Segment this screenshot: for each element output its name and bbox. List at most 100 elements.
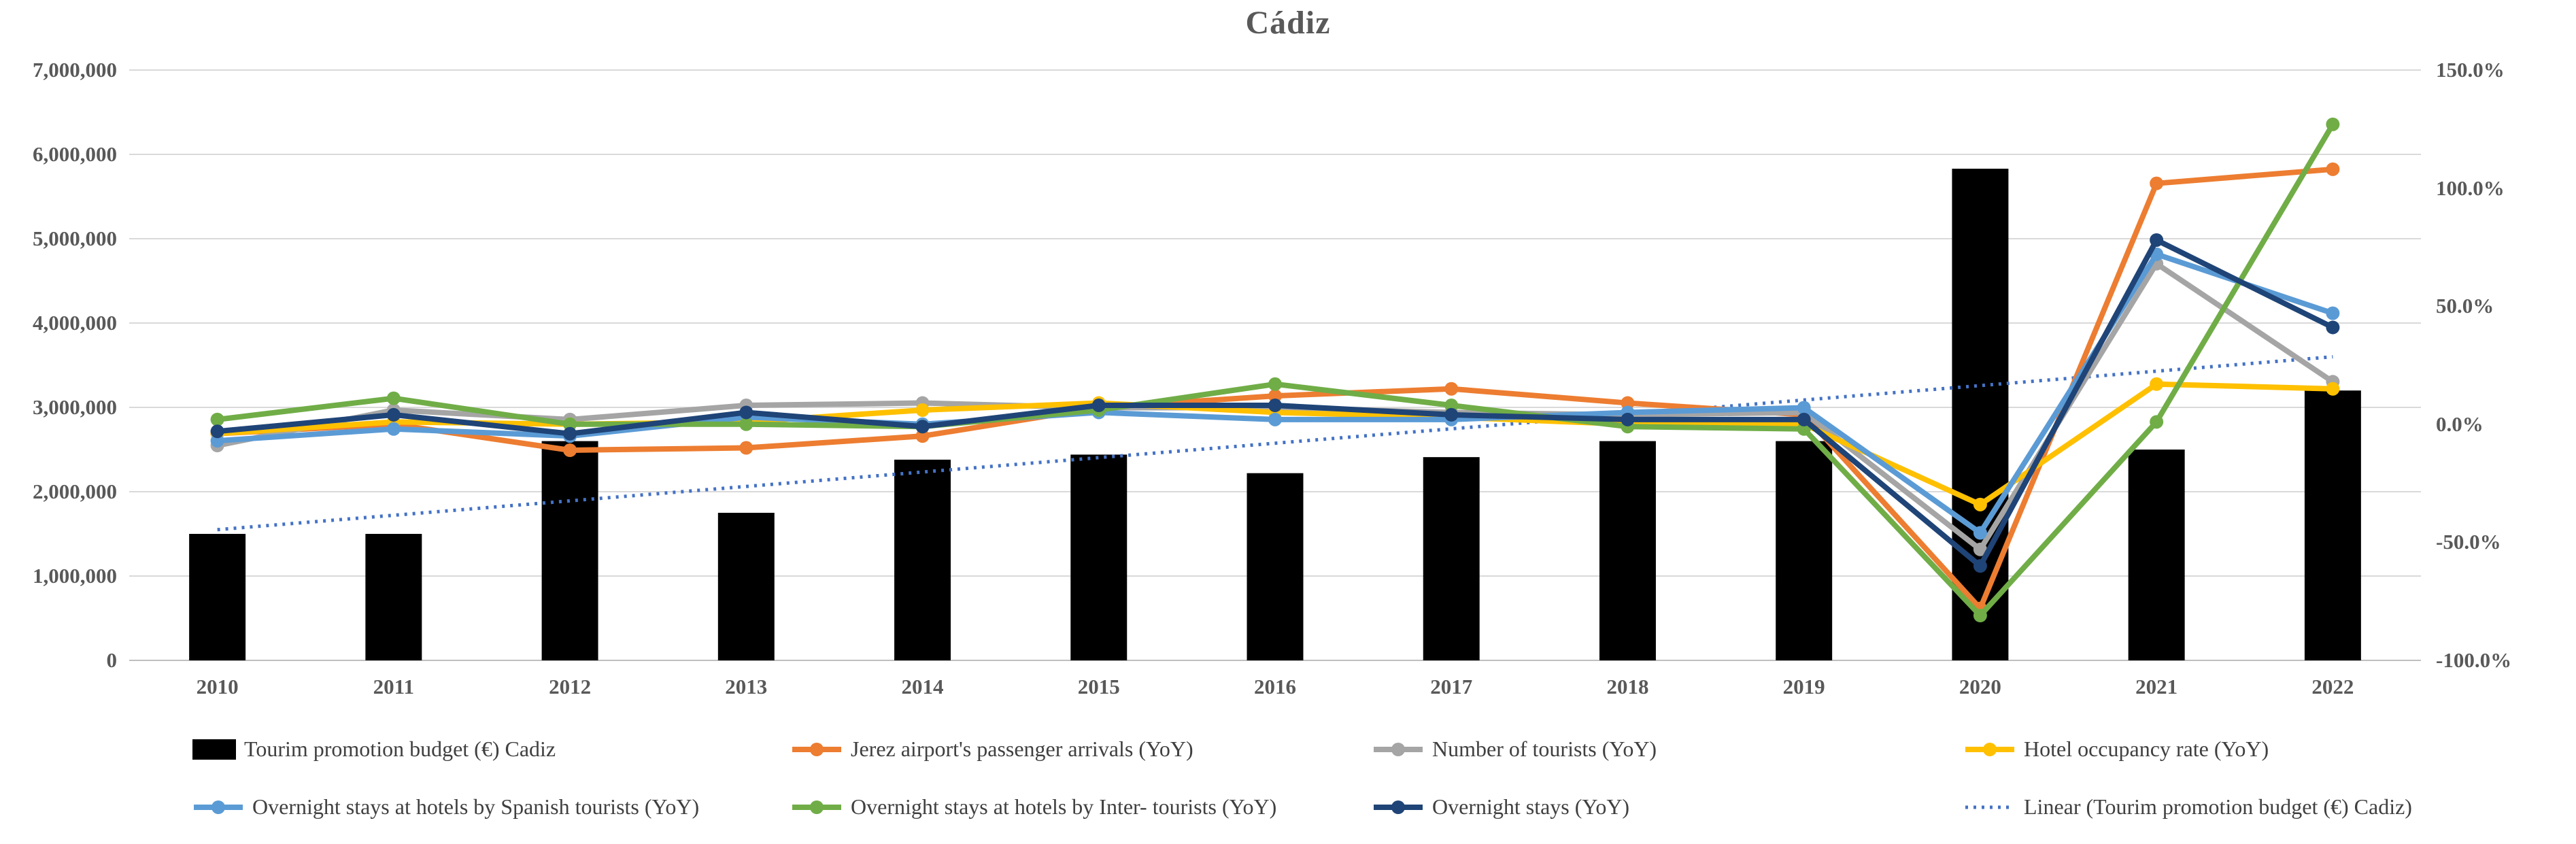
data-point-marker [1268,412,1282,426]
left-axis-tick: 4,000,000 [33,311,117,335]
legend-item-label: Jerez airport's passenger arrivals (YoY) [851,737,1193,761]
right-axis-tick: 100.0% [2436,175,2505,200]
left-axis-tick: 5,000,000 [33,226,117,250]
x-axis-label: 2015 [1077,675,1120,698]
data-point-marker [2326,382,2340,396]
legend-item: Hotel occupancy rate (YoY) [1964,737,2269,762]
legend-item-label: Overnight stays at hotels by Inter- tour… [851,794,1277,819]
data-point-marker [915,420,930,434]
data-point-marker [1973,542,1987,556]
budget-bar [2128,450,2185,660]
data-point-marker [386,391,401,405]
budget-bar [2304,390,2361,660]
x-axis-label: 2022 [2311,675,2354,698]
data-point-marker [210,424,224,439]
budget-bar [189,534,246,660]
legend-item-label: Hotel occupancy rate (YoY) [2024,737,2269,761]
x-axis-label: 2010 [196,675,239,698]
data-point-marker [1973,559,1987,573]
data-point-marker [2150,377,2164,391]
left-axis-tick: 7,000,000 [33,58,117,82]
data-point-marker [739,441,753,455]
legend-bar-swatch-icon [192,739,236,760]
legend-item-label: Overnight stays at hotels by Spanish tou… [252,794,700,819]
left-axis-tick: 3,000,000 [33,395,117,419]
left-axis-tick: 1,000,000 [33,564,117,588]
left-axis-tick: 2,000,000 [33,479,117,503]
data-point-marker [1268,377,1282,391]
budget-bar [1247,473,1304,660]
budget-bar [1070,454,1128,660]
budget-bar [717,513,775,660]
x-axis-label: 2012 [549,675,592,698]
legend-item: Overnight stays at hotels by Inter- tour… [791,794,1276,820]
x-axis-label: 2013 [725,675,768,698]
data-point-marker [1268,399,1282,413]
legend-line-marker-swatch-icon [194,800,243,814]
data-point-marker [563,426,577,441]
x-axis-label: 2011 [373,675,414,698]
data-point-marker [210,434,224,448]
data-point-marker [2326,306,2340,320]
right-axis-tick: -100.0% [2436,648,2512,672]
data-point-marker [739,405,753,420]
legend-line-marker-swatch-icon [1374,742,1423,756]
data-point-marker [1444,382,1459,396]
data-point-marker [1091,399,1106,413]
budget-bar [894,459,951,660]
data-point-marker [1797,412,1811,426]
legend-item: Overnight stays (YoY) [1372,794,1629,820]
x-axis-label: 2014 [901,675,944,698]
data-point-marker [386,407,401,422]
data-point-marker [2150,233,2164,247]
data-point-marker [1973,497,1987,511]
right-axis-tick: 50.0% [2436,294,2494,318]
x-axis-label: 2020 [1959,675,2001,698]
x-axis-label: 2019 [1782,675,1825,698]
left-axis-tick: 0 [106,648,118,672]
x-axis-label: 2018 [1606,675,1649,698]
right-axis-tick: -50.0% [2436,530,2501,554]
legend-line-marker-swatch-icon [1965,742,2014,756]
left-axis-tick: 6,000,000 [33,142,117,166]
data-point-marker [1621,412,1635,426]
data-point-marker [1973,526,1987,540]
data-point-marker [210,412,224,426]
data-point-marker [2326,162,2340,176]
data-point-marker [915,403,930,417]
legend-item-label: Tourim promotion budget (€) Cadiz [244,737,556,761]
legend-line-marker-swatch-icon [792,800,841,814]
chart-title: Cádiz [1245,5,1331,41]
legend-item: Overnight stays at hotels by Spanish tou… [192,794,699,820]
data-point-marker [2150,176,2164,190]
data-point-marker [386,422,401,436]
legend-item-label: Linear (Tourim promotion budget (€) Cadi… [2024,794,2412,819]
budget-bar [1776,441,1833,660]
budget-bar [1423,457,1480,660]
data-point-marker [2326,320,2340,335]
budget-bar [1599,441,1656,660]
legend-dotted-line-swatch-icon [1965,805,2014,809]
data-point-marker [1797,401,1811,415]
legend-line-marker-swatch-icon [1374,800,1423,814]
legend-item: Jerez airport's passenger arrivals (YoY) [791,737,1193,762]
data-point-marker [563,417,577,431]
x-axis-label: 2021 [2135,675,2178,698]
data-point-marker [563,443,577,457]
right-axis-tick: 150.0% [2436,58,2505,82]
legend-line-marker-swatch-icon [792,742,841,756]
x-axis-label: 2017 [1430,675,1473,698]
legend-item-label: Number of tourists (YoY) [1432,737,1657,761]
data-point-marker [739,417,753,431]
data-point-marker [1444,399,1459,413]
legend-item-label: Overnight stays (YoY) [1432,794,1630,819]
budget-bar [1952,169,2009,660]
legend-item: Linear (Tourim promotion budget (€) Cadi… [1964,794,2412,820]
budget-bar [365,534,422,660]
legend-item: Number of tourists (YoY) [1372,737,1657,762]
budget-bar [541,441,598,660]
legend-item: Tourim promotion budget (€) Cadiz [192,737,556,762]
data-point-marker [915,429,930,443]
